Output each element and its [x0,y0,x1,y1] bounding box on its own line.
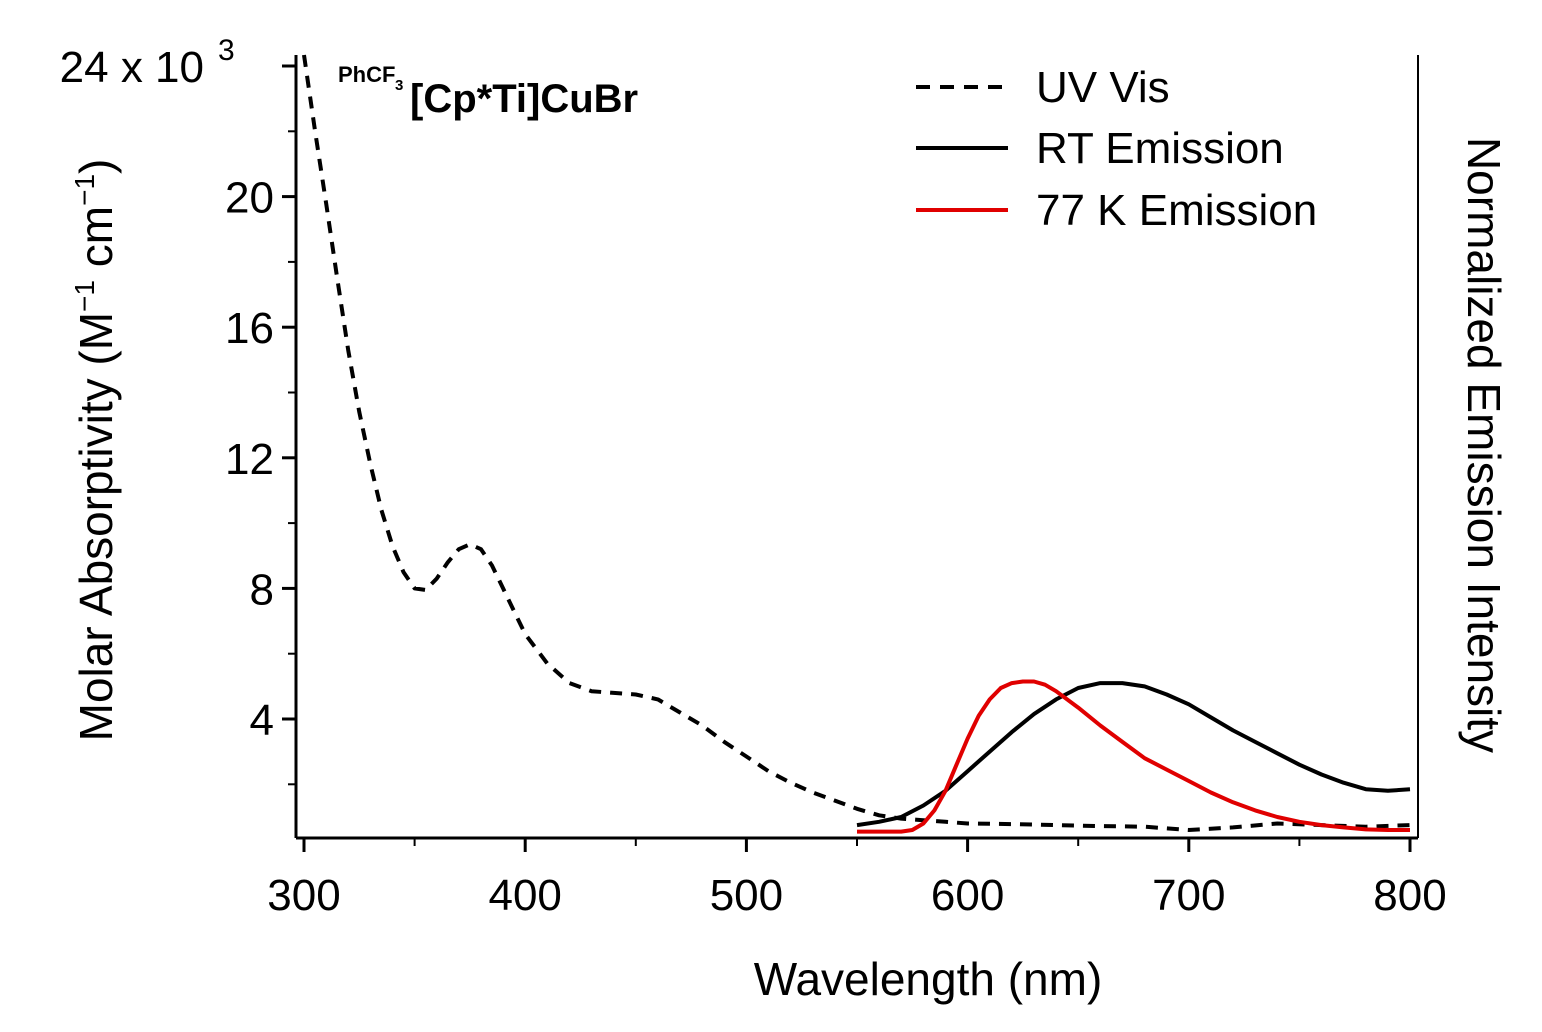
y-label-sup1: −1 [69,280,100,312]
x-axis-label: Wavelength (nm) [754,953,1103,1005]
svg-text:Molar Absorptivity (M−1 cm−1): Molar Absorptivity (M−1 cm−1) [69,159,122,742]
y-tick-label: 8 [250,565,274,614]
x-tick-label: 600 [931,871,1004,920]
y-axis-right-label: Normalized Emission Intensity [1458,137,1510,753]
series-line-77-k-emission [857,679,1410,834]
x-tick-label: 400 [488,871,561,920]
legend-label-rt-emission: RT Emission [1036,124,1284,173]
series-layer [302,54,1411,834]
y-axis-left-label: Molar Absorptivity (M−1 cm−1) [69,159,122,742]
x-ticks: 300 400 500 600 700 800 [267,838,1447,920]
x-tick-label: 700 [1152,871,1225,920]
y-label-cm: cm [70,206,122,280]
y-tick-label: 4 [250,696,274,745]
y-label-sup2: −1 [69,174,100,206]
chart-title-prefix: PhCF [338,62,395,87]
y-tick-label: 20 [225,174,274,223]
y-label-main: Molar Absorptivity (M [70,312,122,741]
legend-label-77k-emission: 77 K Emission [1036,186,1317,235]
x-tick-label: 800 [1373,871,1446,920]
legend-label-uv-vis: UV Vis [1036,63,1170,112]
x-tick-label: 300 [267,871,340,920]
series-line-rt-emission [856,681,1411,828]
chart-title: [Cp*Ti]CuBr [410,77,638,121]
x-tick-label: 500 [710,871,783,920]
chart-title-prefix-subscript: 3 [395,77,403,94]
legend: UV Vis RT Emission 77 K Emission [916,63,1317,235]
y-tick-label: 12 [225,435,274,484]
y-tick-label: 24 x 10 [60,43,204,92]
series-line-uv-vis [302,54,1411,832]
y-ticks: 4 8 12 16 20 24 x 10 [60,43,296,786]
y-top-tick-exponent: 3 [218,34,235,67]
y-tick-label: 16 [225,304,274,353]
y-label-close: ) [70,159,122,174]
